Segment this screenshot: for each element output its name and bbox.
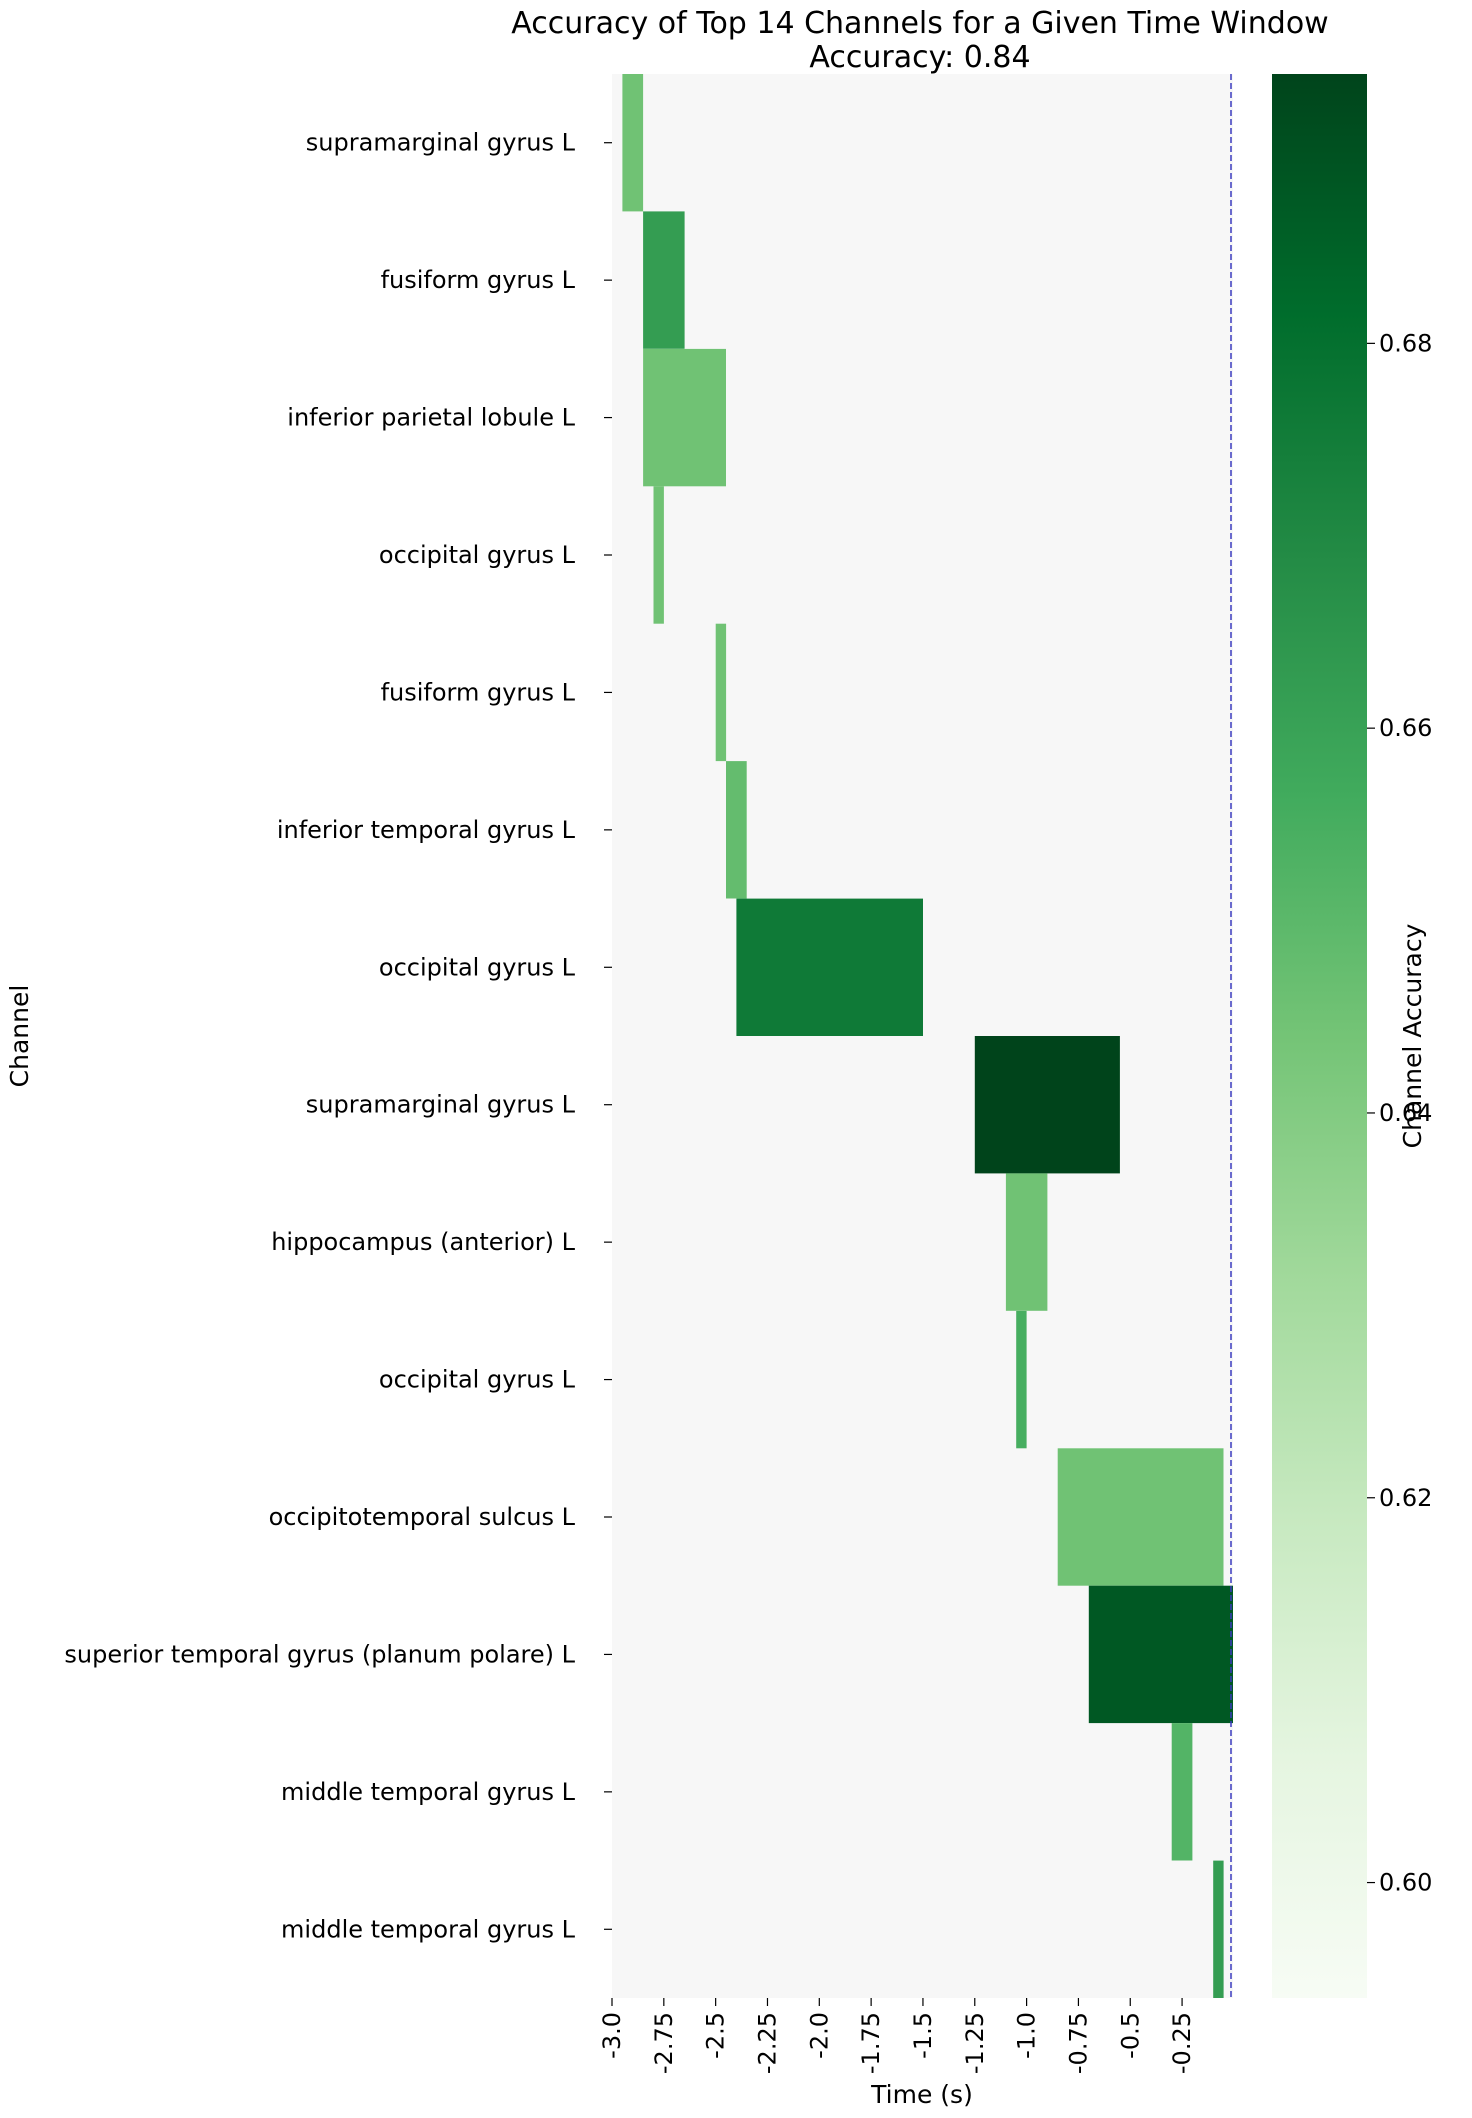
chart-subtitle: Accuracy: 0.84 (809, 40, 1030, 75)
y-axis: supramarginal gyrus L fusiform gyrus L inf… (64, 129, 612, 1943)
x-axis: -3.0 -2.75 -2.5 -2.25 -2.0 -1.75 -1.5 -1.25 -1.0… (598, 1998, 1196, 2074)
heatmap-cell (1016, 1310, 1027, 1449)
x-tick-label: -3.0 (598, 2012, 626, 2059)
x-tick-label: -2.75 (650, 2012, 678, 2074)
y-tick-label: inferior temporal gyrus L (277, 816, 576, 844)
x-tick-label: -0.75 (1064, 2012, 1092, 2074)
y-tick-label: supramarginal gyrus L (306, 1091, 576, 1119)
x-tick-label: -1.5 (909, 2012, 937, 2059)
x-tick-label: -0.25 (1168, 2012, 1196, 2074)
x-tick-label: -2.25 (754, 2012, 782, 2074)
y-axis-title: Channel (5, 985, 34, 1088)
y-tick-label: middle temporal gyrus L (281, 1778, 576, 1806)
heatmap-cell (1171, 1723, 1193, 1861)
x-tick-label: -2.0 (805, 2012, 833, 2059)
y-tick-label: fusiform gyrus L (381, 266, 576, 294)
heatmap-cells (622, 74, 1233, 1998)
heatmap-cell (1213, 1860, 1224, 1998)
heatmap-cell (974, 1036, 1120, 1174)
colorbar-tick-label: 0.68 (1379, 329, 1432, 357)
x-tick-label: -2.5 (702, 2012, 730, 2059)
x-tick-label: -1.0 (1013, 2012, 1041, 2059)
x-tick-label: -1.75 (857, 2012, 885, 2074)
x-tick-label: -1.25 (961, 2012, 989, 2074)
y-tick-label: occipital gyrus L (379, 541, 576, 569)
y-tick-label: inferior parietal lobule L (287, 404, 575, 432)
y-tick-label: occipital gyrus L (379, 953, 576, 981)
x-axis-title: Time (s) (870, 2080, 973, 2109)
heatmap-cell (643, 211, 685, 349)
y-tick-label: superior temporal gyrus (planum polare) … (64, 1640, 575, 1668)
y-tick-label: fusiform gyrus L (381, 678, 576, 706)
heatmap-cell (622, 74, 644, 212)
y-tick-label: hippocampus (anterior) L (271, 1228, 575, 1256)
colorbar-tick-label: 0.64 (1379, 1099, 1432, 1127)
heatmap-cell (726, 761, 747, 899)
colorbar-axis: 0.60 0.62 0.64 0.66 0.68 (1367, 329, 1432, 1897)
y-tick-label: occipital gyrus L (379, 1366, 576, 1394)
heatmap-cell (643, 348, 726, 487)
chart-title: Accuracy of Top 14 Channels for a Given … (511, 6, 1328, 41)
colorbar (1272, 74, 1367, 1998)
colorbar-tick-label: 0.62 (1379, 1484, 1432, 1512)
colorbar-tick-label: 0.60 (1379, 1869, 1432, 1897)
heatmap-cell (1057, 1448, 1224, 1586)
heatmap-cell (736, 898, 923, 1036)
colorbar-title: Channel Accuracy (1398, 923, 1427, 1148)
x-tick-label: -0.5 (1116, 2012, 1144, 2059)
heatmap-cell (715, 623, 727, 762)
heatmap-cell (1005, 1173, 1048, 1311)
y-tick-label: supramarginal gyrus L (306, 129, 576, 157)
y-tick-label: occipitotemporal sulcus L (269, 1503, 576, 1531)
colorbar-tick-label: 0.66 (1379, 714, 1432, 742)
heatmap-cell (1088, 1585, 1233, 1724)
y-tick-label: middle temporal gyrus L (281, 1915, 576, 1943)
heatmap-cell (653, 486, 664, 624)
